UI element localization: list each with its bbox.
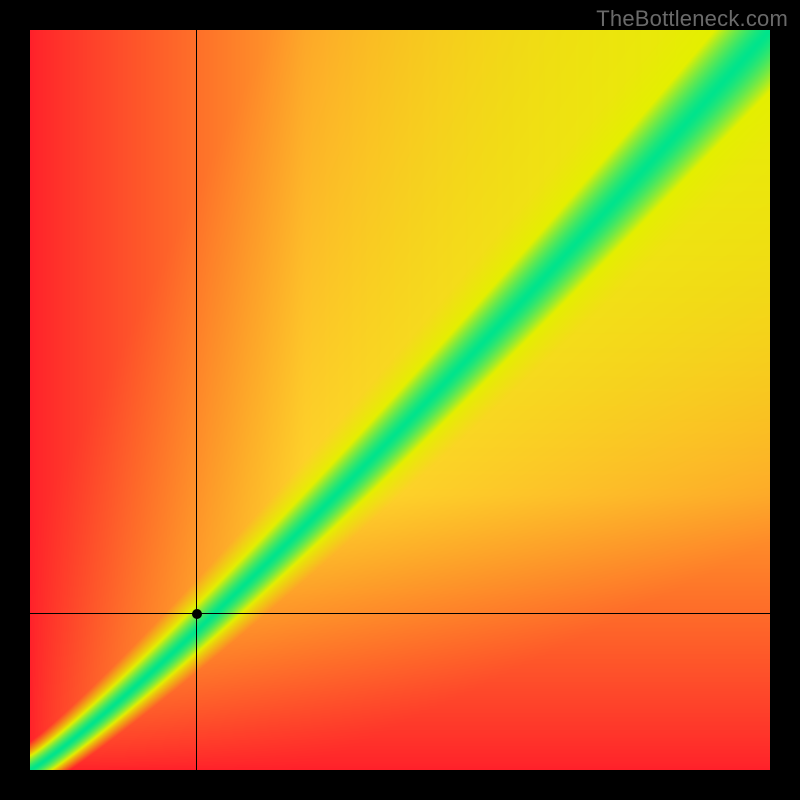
- watermark-text: TheBottleneck.com: [596, 6, 788, 32]
- plot-area: [30, 30, 770, 770]
- bottleneck-heatmap: [30, 30, 770, 770]
- chart-container: TheBottleneck.com: [0, 0, 800, 800]
